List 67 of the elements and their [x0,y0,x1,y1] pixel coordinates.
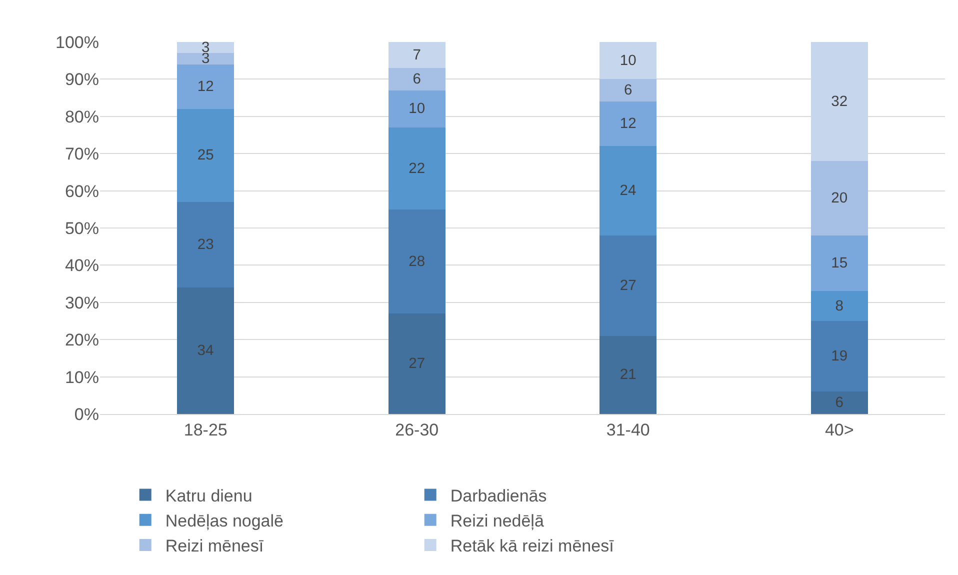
x-tick-label: 40> [824,420,854,440]
data-label: 21 [620,367,636,384]
bar [810,321,868,392]
legend-label: Nedēļas nogalē [165,512,284,531]
data-label: 28 [408,254,426,270]
bar [388,42,446,68]
data-label: 8 [835,298,844,314]
bar [177,202,234,288]
bar [600,146,657,236]
data-label: 15 [831,256,848,272]
bar [388,128,446,210]
data-label: 6 [412,71,421,88]
legend-label: Darbadienās [450,486,547,506]
data-label: 27 [620,278,636,294]
legend-label: Reizi nedēļā [450,512,544,531]
y-tick-label: 30% [64,293,99,312]
legend-label: Katru dienu [165,486,252,506]
legend-label: Retāk kā reizi mēnesī [450,536,614,556]
y-tick-label: 0% [74,404,99,424]
bar [388,314,446,414]
y-tick-label: 40% [64,256,99,276]
legend-label: Reizi mēnesī [165,536,264,556]
data-label: 6 [624,82,632,99]
bar [600,235,657,336]
y-tick-label: 50% [64,218,99,238]
bar [388,90,446,128]
data-label: 12 [620,116,636,132]
bar [810,235,868,292]
data-label: 7 [412,47,421,64]
bar [600,79,657,102]
bar [177,53,234,64]
y-tick-label: 80% [64,107,99,126]
bar [600,102,657,146]
bar [388,68,446,90]
bar [388,209,446,314]
bar [810,392,868,414]
y-tick-label: 70% [64,144,99,164]
bar [810,291,868,321]
x-tick-label: 26-30 [395,420,439,440]
y-tick-label: 100% [56,32,99,52]
bar [810,42,868,162]
y-tick-label: 90% [64,70,99,90]
bar [177,108,234,202]
data-label: 27 [408,356,426,372]
data-label: 12 [197,78,214,95]
data-label: 32 [831,94,848,110]
bar [810,161,868,236]
data-label: 23 [197,237,214,254]
y-tick-label: 10% [64,368,99,387]
data-label: 24 [620,183,636,200]
bar [177,288,234,414]
y-tick-label: 60% [64,182,99,201]
bar [177,64,234,109]
data-label: 10 [408,101,426,118]
x-tick-label: 18-25 [184,420,228,440]
data-label: 6 [835,395,844,412]
data-label: 10 [620,52,636,69]
data-label: 20 [831,190,848,207]
bar [600,42,657,80]
data-label: 22 [408,160,426,177]
data-label: 25 [197,148,214,164]
x-tick-label: 31-40 [606,420,650,440]
data-label: 34 [197,343,214,360]
bar [177,42,234,54]
y-tick-label: 20% [64,330,99,350]
data-label: 19 [831,348,848,365]
bar [600,336,657,414]
